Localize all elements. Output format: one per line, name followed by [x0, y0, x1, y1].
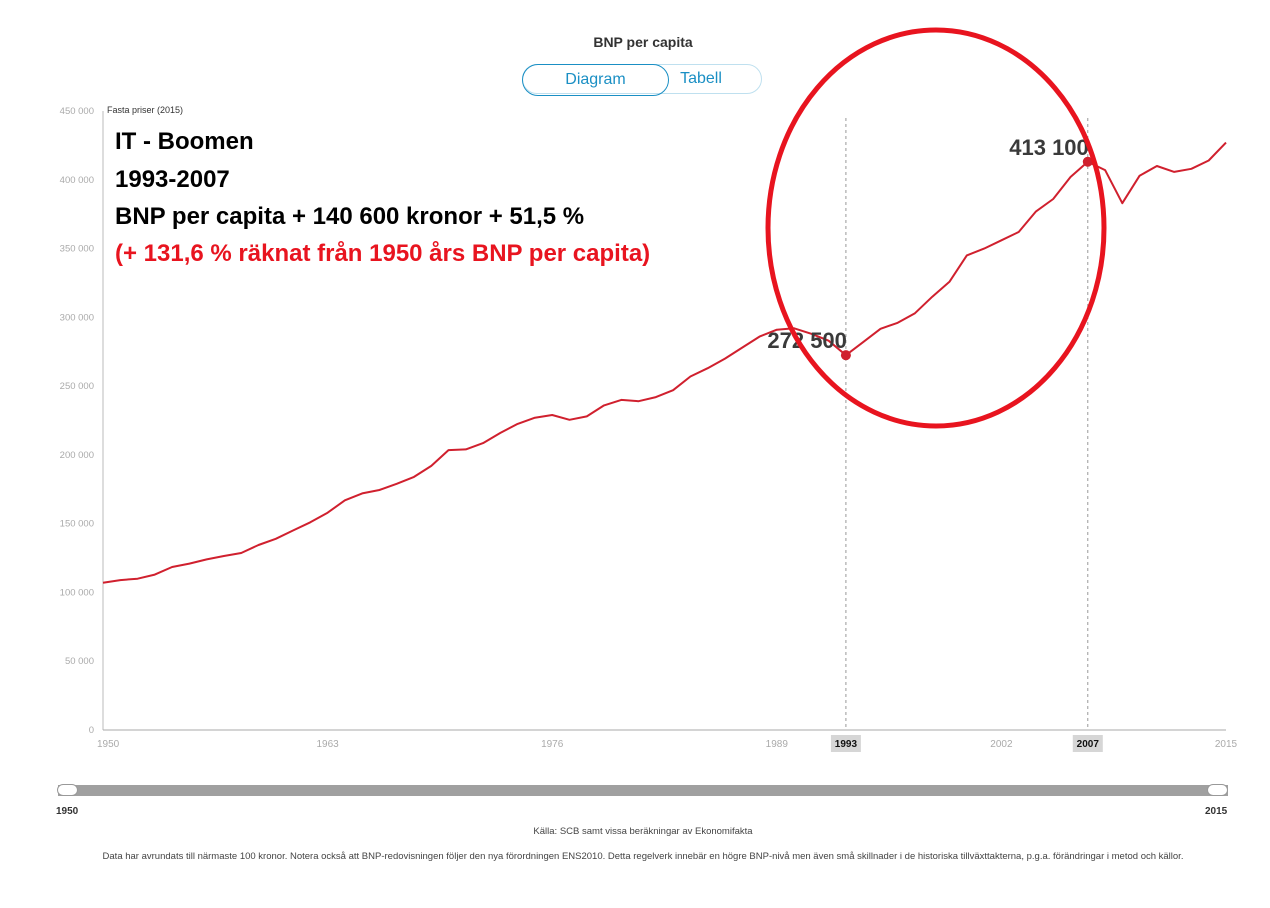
- y-tick-label: 300 000: [60, 312, 94, 323]
- y-tick-label: 200 000: [60, 450, 94, 461]
- range-slider-track[interactable]: [58, 785, 1228, 796]
- highlight-value-label: 272 500: [767, 328, 847, 353]
- footnote-text: Data har avrundats till närmaste 100 kro…: [102, 851, 1184, 862]
- tab-tabell[interactable]: Tabell: [680, 70, 722, 87]
- x-tick-label: 1989: [766, 739, 789, 750]
- y-axis-unit-label: Fasta priser (2015): [107, 105, 184, 115]
- source-text: Källa: SCB samt vissa beräkningar av Eko…: [533, 826, 753, 837]
- highlight-year-label: 2007: [1077, 739, 1100, 750]
- y-tick-label: 150 000: [60, 519, 94, 530]
- range-start-label: 1950: [56, 806, 79, 817]
- highlight-year-badge: [1072, 735, 1103, 752]
- view-toggle: Diagram Tabell: [522, 64, 762, 96]
- annotation-title: IT - Boomen: [115, 128, 254, 155]
- tab-diagram[interactable]: Diagram: [522, 64, 669, 96]
- x-tick-label: 2002: [990, 739, 1013, 750]
- annotation-growth-since-1950: (+ 131,6 % räknat från 1950 års BNP per …: [115, 240, 651, 267]
- y-tick-label: 250 000: [60, 381, 94, 392]
- highlight-point: [1082, 156, 1093, 167]
- y-tick-label: 400 000: [60, 175, 94, 186]
- series-line-bnp-per-capita: [102, 141, 1227, 584]
- range-end-label: 2015: [1205, 806, 1228, 817]
- y-tick-label: 100 000: [60, 587, 94, 598]
- chart-title: BNP per capita: [593, 34, 693, 50]
- highlight-year-label: 1993: [835, 739, 858, 750]
- y-tick-label: 50 000: [65, 656, 94, 667]
- y-tick-label: 0: [89, 725, 94, 736]
- x-tick-label: 2015: [1215, 739, 1238, 750]
- x-tick-label: 1950: [97, 739, 120, 750]
- range-slider-start-handle[interactable]: [57, 784, 78, 796]
- highlight-year-badge: [830, 735, 861, 752]
- y-tick-label: 350 000: [60, 244, 94, 255]
- highlight-point: [840, 350, 851, 361]
- annotation-growth: BNP per capita + 140 600 kronor + 51,5 %: [115, 203, 585, 230]
- highlight-circle: [765, 27, 1107, 429]
- x-tick-label: 1976: [541, 739, 564, 750]
- y-tick-label: 450 000: [60, 106, 94, 117]
- range-slider-end-handle[interactable]: [1207, 784, 1228, 796]
- x-tick-label: 1963: [316, 739, 339, 750]
- annotation-period: 1993-2007: [115, 166, 230, 193]
- highlight-value-label: 413 100: [1009, 135, 1089, 160]
